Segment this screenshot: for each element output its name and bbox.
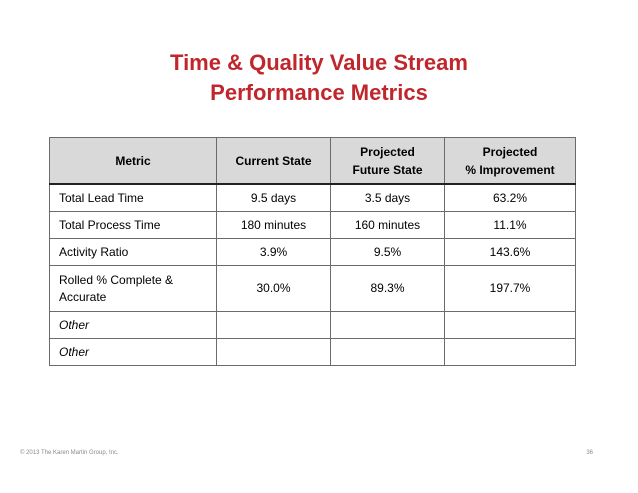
improvement-cell [444,311,576,339]
page-number: 36 [586,450,593,456]
header-improvement-line-1: Projected [482,144,538,159]
table-row: Other [49,311,576,339]
header-current-state: Current State [216,137,331,185]
table-row: Total Lead Time 9.5 days 3.5 days 63.2% [49,183,576,212]
current-cell: 9.5 days [216,183,331,212]
header-improvement: Projected % Improvement [444,137,576,185]
slide-title-line-1: Time & Quality Value Stream [170,50,468,75]
current-cell [216,338,331,366]
metric-cell: Other [49,338,217,366]
header-metric-label: Metric [115,153,151,168]
metric-cell: Total Process Time [49,211,217,239]
future-cell [330,311,445,339]
current-cell: 180 minutes [216,211,331,239]
slide-title: Time & Quality Value Stream Performance … [0,48,638,108]
slide-title-line-2: Performance Metrics [210,80,428,105]
current-cell [216,311,331,339]
improvement-cell: 143.6% [444,238,576,266]
header-improvement-line-2: % Improvement [465,162,555,177]
current-cell: 30.0% [216,265,331,312]
metric-cell: Other [49,311,217,339]
future-cell: 3.5 days [330,183,445,212]
metric-cell: Rolled % Complete & Accurate [49,265,217,312]
future-cell: 9.5% [330,238,445,266]
header-future-state-line-1: Projected [360,144,415,159]
improvement-cell: 11.1% [444,211,576,239]
table-header-row: Metric Current State Projected Future St… [49,137,576,185]
table-row: Activity Ratio 3.9% 9.5% 143.6% [49,238,576,266]
improvement-cell: 63.2% [444,183,576,212]
current-cell: 3.9% [216,238,331,266]
header-future-state: Projected Future State [330,137,445,185]
metric-cell-line-1: Rolled % Complete & [59,272,174,287]
future-cell: 89.3% [330,265,445,312]
copyright-text: © 2013 The Karen Martin Group, Inc. [20,450,119,456]
metric-cell: Total Lead Time [49,183,217,212]
header-metric: Metric [49,137,217,185]
header-future-state-line-2: Future State [352,162,423,177]
metrics-table: Metric Current State Projected Future St… [49,137,576,366]
future-cell [330,338,445,366]
metric-cell-line-2: Accurate [59,289,107,304]
future-cell: 160 minutes [330,211,445,239]
metric-cell: Activity Ratio [49,238,217,266]
table-row: Other [49,338,576,366]
improvement-cell: 197.7% [444,265,576,312]
table-row: Rolled % Complete & Accurate 30.0% 89.3%… [49,265,576,312]
header-current-state-label: Current State [235,153,312,168]
table-row: Total Process Time 180 minutes 160 minut… [49,211,576,239]
improvement-cell [444,338,576,366]
